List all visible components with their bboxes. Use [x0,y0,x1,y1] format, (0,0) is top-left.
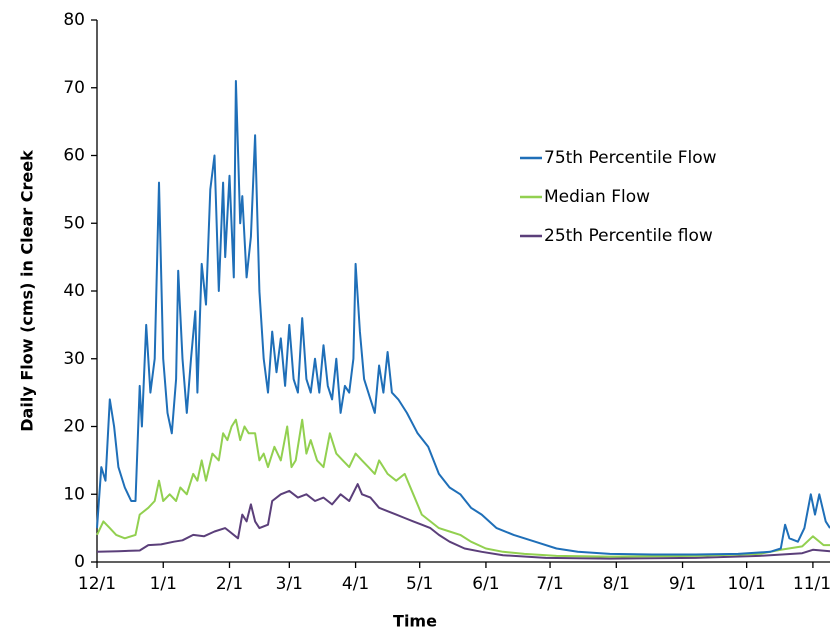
y-tick-label: 40 [63,281,85,301]
x-tick-label: 10/1 [728,574,766,594]
y-tick-label: 30 [63,349,85,369]
y-tick-label: 70 [63,78,85,98]
x-tick-label: 3/1 [276,574,303,594]
y-tick-label: 0 [74,552,85,572]
y-tick-label: 60 [63,146,85,166]
y-tick-label: 80 [63,10,85,30]
series-line [96,80,830,556]
x-tick-label: 5/1 [406,574,433,594]
x-tick-label: 8/1 [603,574,630,594]
x-tick-label: 11/1 [793,574,830,594]
series-line [96,418,830,558]
x-axis-title: Time [393,612,437,631]
y-axis-title: Daily Flow (cms) in Clear Creek [18,150,37,432]
x-tick-label: 7/1 [536,574,563,594]
x-tick-label: 4/1 [342,574,369,594]
y-tick-label: 10 [63,484,85,504]
x-tick-label: 12/1 [78,574,116,594]
legend-label: Median Flow [544,187,650,207]
x-tick-label: 2/1 [216,574,243,594]
y-tick-label: 20 [63,417,85,437]
x-tick-label: 9/1 [669,574,696,594]
legend-label: 75th Percentile Flow [544,148,717,168]
legend-label: 25th Percentile flow [544,226,713,246]
x-tick-label: 1/1 [150,574,177,594]
y-tick-label: 50 [63,213,85,233]
series-line [96,483,830,560]
x-tick-label: 6/1 [472,574,499,594]
